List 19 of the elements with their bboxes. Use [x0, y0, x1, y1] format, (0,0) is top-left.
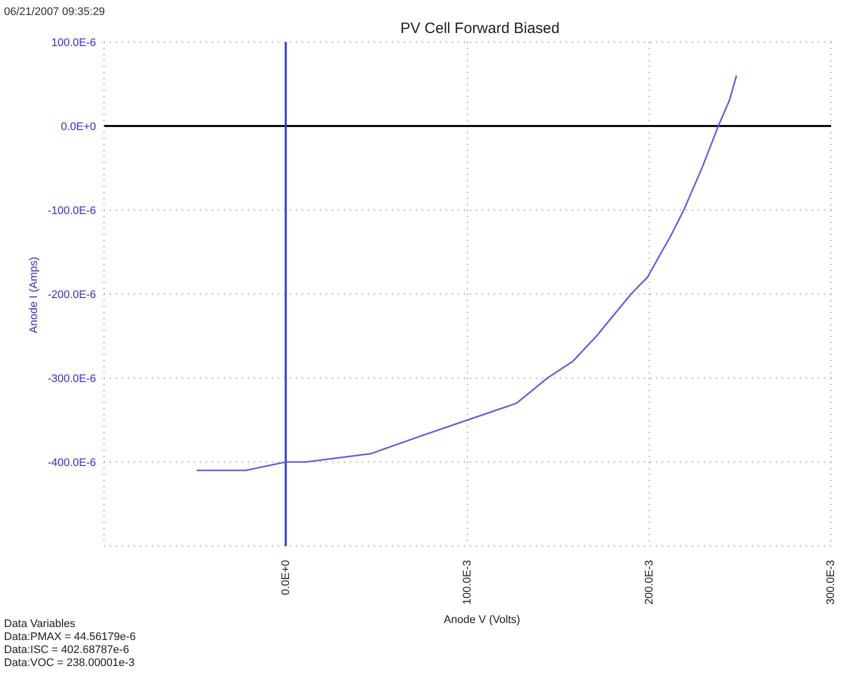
y-tick-label: -200.0E-6	[48, 288, 96, 301]
x-tick-label: 0.0E+0	[280, 560, 292, 596]
x-axis-title: Anode V (Volts)	[442, 614, 522, 626]
y-tick-label: -400.0E-6	[48, 456, 96, 469]
text: Data Variables	[4, 618, 76, 631]
text: Data:VOC = 238.00001e-3	[4, 657, 136, 670]
text: Data:PMAX = 44.56179e-6	[4, 631, 136, 644]
chart-title: PV Cell Forward Biased	[399, 20, 561, 37]
line-series	[196, 74, 738, 472]
x-tick-label: 100.0E-3	[462, 560, 474, 605]
y-tick-label: -100.0E-6	[48, 204, 96, 217]
y-tick-label: 0.0E+0	[60, 120, 96, 133]
y-tick-label: -300.0E-6	[48, 372, 96, 385]
x-tick-label: 300.0E-3	[825, 560, 837, 605]
y-tick-label: 100.0E-6	[51, 36, 96, 49]
text: 06/21/2007 09:35:29	[4, 6, 105, 18]
x-tick-label: 200.0E-3	[643, 560, 656, 605]
y-axis-title: Anode I (Amps)	[28, 256, 40, 334]
text: Data:ISC = 402.68787e-6	[4, 644, 130, 657]
